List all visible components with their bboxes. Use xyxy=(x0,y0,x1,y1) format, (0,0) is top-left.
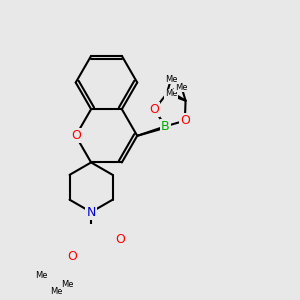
Text: O: O xyxy=(149,103,159,116)
Text: O: O xyxy=(71,129,81,142)
Text: Me: Me xyxy=(174,82,187,91)
Text: O: O xyxy=(180,114,190,127)
Text: Me: Me xyxy=(35,271,47,280)
Text: Me: Me xyxy=(61,280,74,289)
Text: O: O xyxy=(68,250,77,263)
Text: B: B xyxy=(161,120,170,133)
Text: O: O xyxy=(116,233,126,246)
Text: Me: Me xyxy=(50,287,63,296)
Text: N: N xyxy=(86,206,96,219)
Text: Me: Me xyxy=(165,89,177,98)
Text: Me: Me xyxy=(166,75,178,84)
Text: Me: Me xyxy=(175,82,188,91)
